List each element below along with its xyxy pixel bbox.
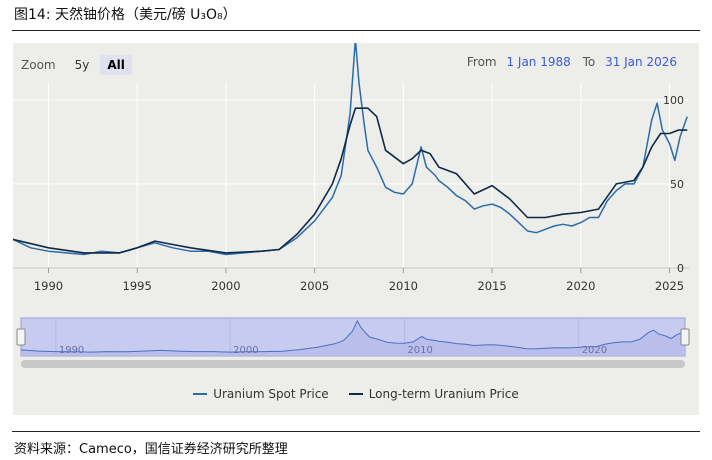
legend-item-spot[interactable]: Uranium Spot Price (193, 387, 329, 401)
date-range-selector: From 1 Jan 1988 To 31 Jan 2026 (467, 55, 683, 69)
x-tick-label: 1990 (34, 279, 63, 293)
long-term-price-line (13, 107, 688, 254)
x-tick-label: 2005 (300, 279, 329, 293)
legend-item-long-term[interactable]: Long-term Uranium Price (348, 387, 519, 401)
y-tick-label: 0 (677, 262, 684, 275)
navigator-scrollbar[interactable] (21, 360, 685, 368)
navigator-tick-label: 2020 (582, 345, 607, 356)
navigator-series-line (20, 319, 684, 353)
x-tick-label: 2000 (211, 279, 240, 293)
zoom-toolbar: Zoom 5y All (21, 55, 136, 75)
figure-title: 图14: 天然铀价格（美元/磅 U₃O₈） (14, 7, 237, 23)
legend-label-spot: Uranium Spot Price (213, 387, 329, 401)
navigator-tick-label: 1990 (59, 345, 84, 356)
chart-legend: Uranium Spot Price Long-term Uranium Pri… (13, 387, 699, 401)
y-tick-label: 50 (670, 178, 684, 191)
navigator-area (21, 321, 684, 356)
legend-label-long-term: Long-term Uranium Price (368, 387, 519, 401)
x-tick-label: 1995 (123, 279, 152, 293)
y-tick-label: 100 (663, 94, 684, 107)
source-divider (12, 431, 700, 432)
source-note: 资料来源：Cameco，国信证券经济研究所整理 (14, 442, 288, 457)
price-chart: 0 50 100 1990 1995 2000 2005 2010 2015 2020 2025 19… (13, 43, 690, 368)
navigator-handle-right[interactable] (680, 328, 690, 346)
to-label: To (582, 55, 596, 69)
zoom-label: Zoom (21, 58, 56, 72)
legend-swatch-long-term (348, 393, 363, 395)
chart-panel: Zoom 5y All From 1 Jan 1988 To 31 Jan 20… (13, 43, 699, 415)
x-tick-label: 2015 (477, 279, 506, 293)
x-tick-label: 2020 (566, 279, 595, 293)
to-date-input[interactable]: 31 Jan 2026 (605, 55, 677, 69)
x-tick-label: 2025 (655, 279, 684, 293)
zoom-5y-button[interactable]: 5y (74, 58, 90, 72)
from-date-input[interactable]: 1 Jan 1988 (506, 55, 571, 69)
legend-swatch-spot (193, 393, 208, 395)
navigator-tick-label: 2010 (407, 345, 432, 356)
spot-price-line (13, 43, 688, 256)
zoom-all-button[interactable]: All (100, 55, 132, 75)
from-label: From (466, 55, 497, 69)
x-tick-label: 2010 (389, 279, 418, 293)
title-divider (12, 30, 700, 31)
navigator-tick-label: 2000 (233, 345, 258, 356)
navigator-handle-left[interactable] (16, 328, 26, 346)
